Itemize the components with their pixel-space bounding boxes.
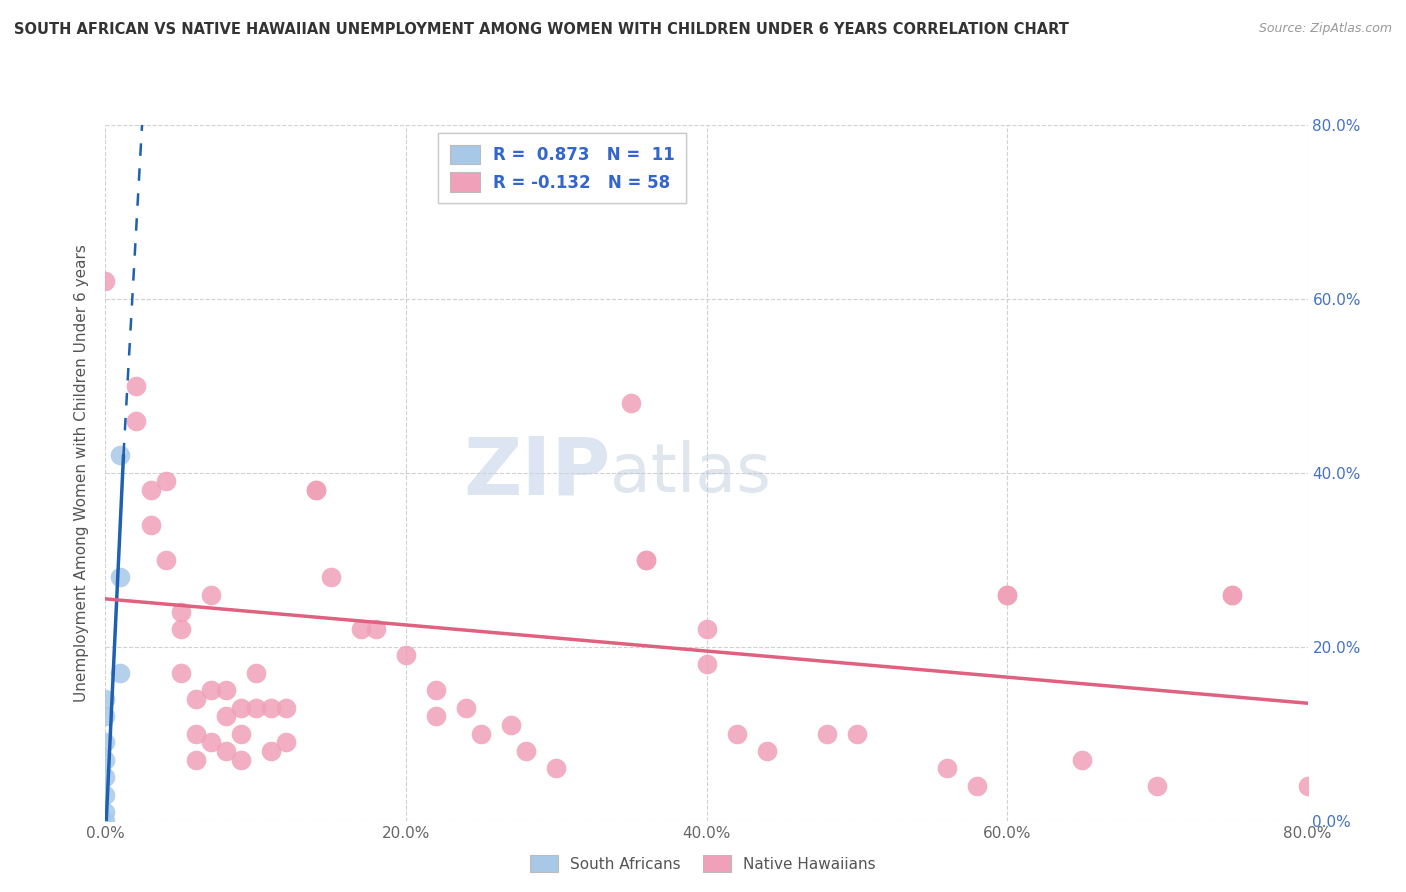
Point [274,735,297,749]
Point [305,483,328,497]
Point [94,735,117,749]
Point [995,587,1018,601]
Point [124,378,146,392]
Point [1222,587,1244,601]
Point [725,726,748,740]
Point [214,683,236,698]
Point [94,709,117,723]
Point [470,726,492,740]
Point [94,692,117,706]
Point [184,726,207,740]
Point [94,814,117,828]
Point [696,623,718,637]
Point [169,605,191,619]
Point [350,623,373,637]
Point [110,665,132,680]
Point [110,448,132,462]
Point [845,726,868,740]
Point [155,475,177,489]
Point [184,692,207,706]
Point [200,683,222,698]
Text: SOUTH AFRICAN VS NATIVE HAWAIIAN UNEMPLOYMENT AMONG WOMEN WITH CHILDREN UNDER 6 : SOUTH AFRICAN VS NATIVE HAWAIIAN UNEMPLO… [14,22,1069,37]
Point [1071,753,1094,767]
Point [169,623,191,637]
Point [454,700,477,714]
Point [245,700,267,714]
Point [260,700,283,714]
Point [966,779,988,793]
Point [110,570,132,584]
Point [200,587,222,601]
Point [995,587,1018,601]
Point [229,726,252,740]
Point [936,761,959,775]
Point [395,648,418,663]
Point [94,753,117,767]
Point [124,414,146,428]
Point [1296,779,1319,793]
Point [274,700,297,714]
Point [636,552,658,567]
Point [94,805,117,819]
Point [200,735,222,749]
Text: Source: ZipAtlas.com: Source: ZipAtlas.com [1258,22,1392,36]
Point [755,744,778,758]
Point [214,744,236,758]
Point [139,517,162,532]
Point [305,483,328,497]
Point [184,753,207,767]
Point [696,657,718,671]
Point [229,753,252,767]
Point [515,744,537,758]
Point [319,570,342,584]
Point [620,396,643,410]
Point [94,770,117,784]
Legend: R =  0.873   N =  11, R = -0.132   N = 58: R = 0.873 N = 11, R = -0.132 N = 58 [439,133,686,203]
Text: atlas: atlas [610,440,772,506]
Point [636,552,658,567]
Text: ZIP: ZIP [463,434,610,512]
Point [94,788,117,802]
Point [155,552,177,567]
Point [425,683,447,698]
Point [94,274,117,288]
Point [169,665,191,680]
Point [1222,587,1244,601]
Point [501,718,523,732]
Point [546,761,568,775]
Point [364,623,387,637]
Legend: South Africans, Native Hawaiians: South Africans, Native Hawaiians [523,847,883,880]
Point [1146,779,1168,793]
Point [260,744,283,758]
Point [245,665,267,680]
Point [815,726,838,740]
Point [229,700,252,714]
Point [214,709,236,723]
Y-axis label: Unemployment Among Women with Children Under 6 years: Unemployment Among Women with Children U… [75,244,90,702]
Point [139,483,162,497]
Point [425,709,447,723]
